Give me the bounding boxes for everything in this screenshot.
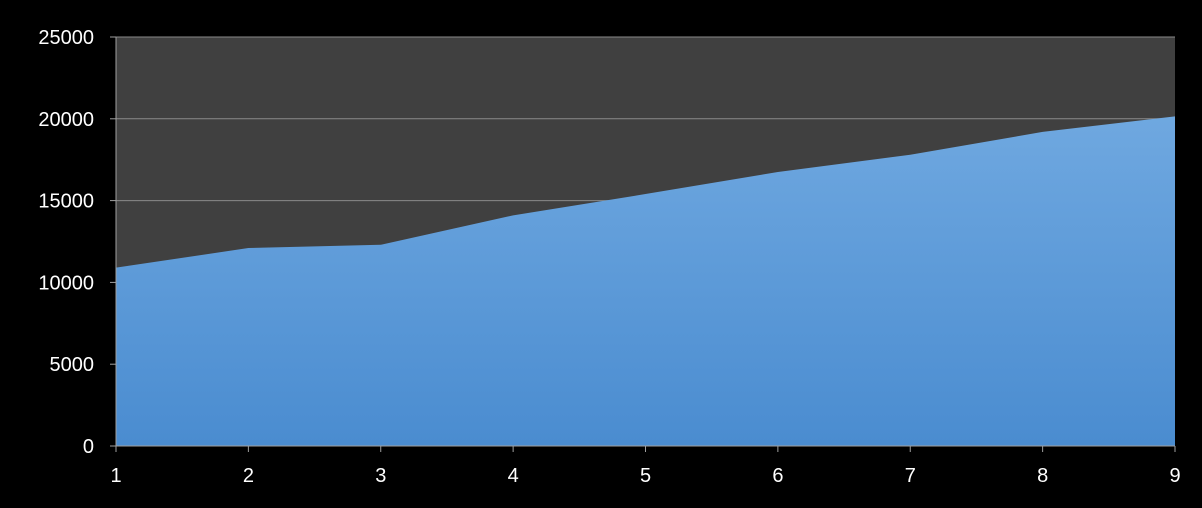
x-tick-label: 8 xyxy=(1037,465,1048,487)
x-tick-label: 3 xyxy=(375,465,386,487)
x-tick-label: 5 xyxy=(640,465,651,487)
y-tick-label: 25000 xyxy=(38,27,94,49)
x-tick-label: 4 xyxy=(508,465,519,487)
series-area xyxy=(116,116,1175,446)
y-tick-label: 0 xyxy=(83,436,94,458)
y-tick-labels: 0 5000 10000 15000 20000 25000 xyxy=(38,27,94,458)
x-tick-label: 2 xyxy=(243,465,254,487)
x-tick-label: 1 xyxy=(110,465,121,487)
y-tick-label: 10000 xyxy=(38,272,94,294)
y-tick-label: 5000 xyxy=(50,354,95,376)
y-tick-label: 15000 xyxy=(38,191,94,213)
x-tick-label: 9 xyxy=(1169,465,1180,487)
axes xyxy=(110,36,1176,452)
x-tick-label: 6 xyxy=(772,465,783,487)
x-tick-labels: 1 2 3 4 5 6 7 8 9 xyxy=(110,465,1180,487)
x-tick-label: 7 xyxy=(905,465,916,487)
area-series xyxy=(116,116,1175,446)
y-tick-label: 20000 xyxy=(38,109,94,131)
